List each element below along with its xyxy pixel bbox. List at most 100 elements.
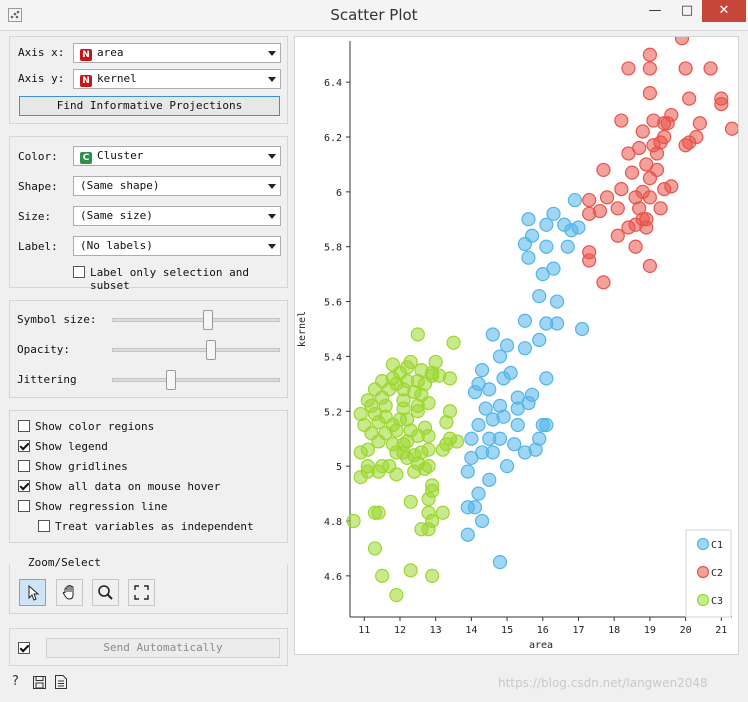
zoom-select-panel: Zoom/Select [9,556,288,614]
shape-combo[interactable]: (Same shape) [73,176,281,196]
data-point-c1 [524,387,540,402]
data-point-c1 [503,365,518,380]
axis-y-label: Axis y: [18,72,65,85]
scatter-plot-area[interactable]: 11 12 13 14 15 16 17 18 19 20 21 4.6 4.8 5 5.2 5.4 5.6 5.… [294,36,739,655]
window-title: Scatter Plot [330,6,418,24]
legend-marker-c3 [696,593,710,607]
data-point-c1 [471,486,486,501]
show-legend-text: Show legend [35,440,108,453]
data-point-c1 [546,261,561,276]
scatter-chart[interactable]: 11 12 13 14 15 16 17 18 19 20 21 4.6 4.8 5 5.2 5.4 5.6 5.… [295,37,738,654]
hand-icon [62,584,74,600]
data-point-c1 [517,313,533,328]
x-tick-label: 19 [644,625,656,636]
data-point-c2 [724,121,738,136]
pan-tool-button[interactable] [56,579,83,606]
data-point-c1 [460,527,475,542]
opacity-slider-track[interactable] [112,348,280,352]
pointer-tool-button[interactable] [19,579,46,606]
y-tick-label: 4.8 [324,517,342,528]
color-combo[interactable]: C Cluster [73,146,281,166]
data-point-c1 [499,459,515,474]
data-point-c2 [632,201,647,216]
data-point-c3 [446,335,461,350]
symbol-size-slider-handle[interactable] [202,310,213,330]
data-point-c1 [482,472,497,487]
size-combo[interactable]: (Same size) [73,206,281,226]
data-point-c3 [442,404,458,419]
show-regression-line-checkbox[interactable] [18,500,30,512]
zoom-select-title: Zoom/Select [26,556,103,569]
data-point-c2 [714,96,729,112]
reset-zoom-button[interactable] [128,579,155,606]
data-point-c2 [596,162,611,178]
data-point-c1 [485,445,500,460]
shape-value: (Same shape) [80,179,160,192]
show-color-regions-checkbox[interactable] [18,420,30,432]
report-icon[interactable] [55,675,67,689]
treat-variables-independent-checkbox[interactable] [38,520,50,532]
data-point-c3 [425,568,440,583]
x-axis-label: area [529,640,553,651]
data-point-c1 [539,371,554,386]
label-only-selection-checkbox[interactable] [73,266,85,278]
symbol-size-slider-track[interactable] [112,318,280,322]
size-label: Size: [18,210,52,223]
data-point-c1 [546,206,561,221]
data-point-c2 [582,245,597,260]
x-tick-label: 18 [608,625,620,636]
find-informative-projections-button[interactable]: Find Informative Projections [19,96,280,116]
data-point-c1 [521,212,536,227]
data-point-c1 [549,316,565,331]
data-point-c2 [614,113,629,128]
show-gridlines-text: Show gridlines [35,460,128,473]
show-color-regions-text: Show color regions [35,420,155,433]
maximize-button[interactable]: □ [680,3,694,18]
data-point-c2 [642,47,657,62]
opacity-slider-handle[interactable] [206,340,217,360]
data-point-c1 [474,363,490,378]
jittering-slider-handle[interactable] [165,370,176,390]
send-automatically-checkbox[interactable] [18,642,30,654]
data-point-c1 [557,217,572,232]
data-point-c1 [460,464,475,479]
show-all-data-on-hover-text: Show all data on mouse hover [35,480,221,493]
data-point-c3 [410,327,425,342]
data-point-c2 [674,37,690,46]
show-all-data-on-hover-checkbox[interactable] [18,480,30,492]
opacity-label: Opacity: [17,343,70,356]
y-tick-label: 6 [336,188,342,199]
zoom-tool-button[interactable] [92,579,119,606]
y-tick-label: 5.2 [324,407,342,418]
data-point-c3 [403,563,418,578]
minimize-button[interactable]: — [648,3,662,18]
x-tick-label: 15 [501,625,513,636]
show-legend-checkbox[interactable] [18,440,30,452]
fit-icon [134,585,149,600]
send-automatically-button[interactable]: Send Automatically [46,638,280,658]
chevron-down-icon [268,184,276,189]
data-point-c3 [421,505,436,520]
data-point-c3 [403,494,418,509]
data-point-c3 [367,541,383,556]
save-icon[interactable] [33,676,46,689]
color-value: Cluster [97,149,144,162]
data-point-c3 [353,406,368,422]
shape-label: Shape: [18,180,58,193]
data-point-c3 [360,393,375,408]
close-button[interactable]: ✕ [702,0,746,22]
help-icon[interactable]: ? [12,674,19,689]
data-point-c3 [375,568,390,583]
categorical-variable-icon: C [80,152,92,164]
data-point-c1 [492,555,508,570]
data-point-c1 [517,341,533,356]
numeric-variable-icon: N [80,49,92,61]
jittering-slider-track[interactable] [112,378,280,382]
show-gridlines-checkbox[interactable] [18,460,30,472]
data-point-c2 [653,201,668,216]
data-point-c2 [610,201,625,216]
label-combo[interactable]: (No labels) [73,236,281,256]
chevron-down-icon [268,244,276,249]
